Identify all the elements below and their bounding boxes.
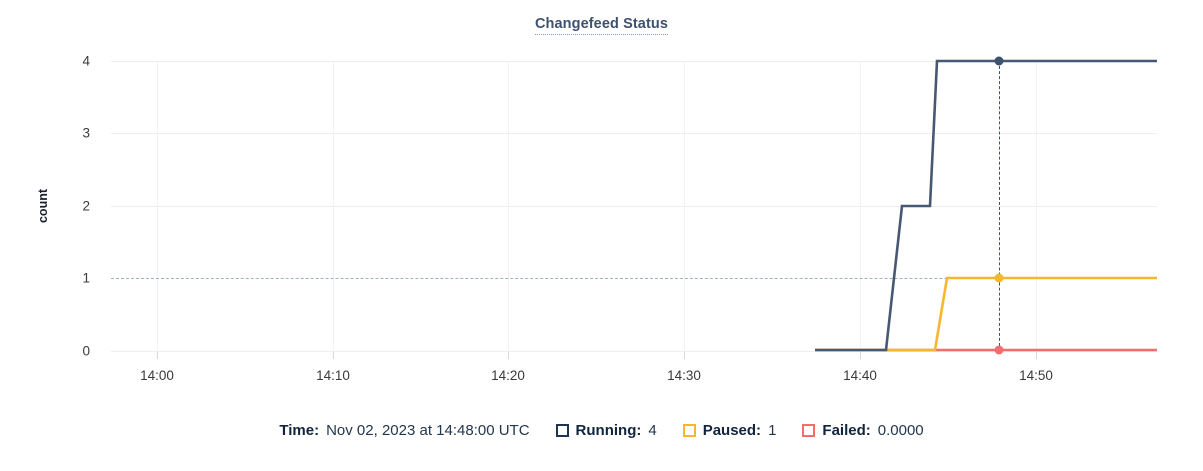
legend-label-failed: Failed: — [822, 422, 871, 439]
x-tick-mark-1450 — [1036, 351, 1037, 359]
y-tick-label-1: 1 — [82, 270, 90, 286]
x-tick-label-1440: 14:40 — [843, 368, 877, 383]
plot-area[interactable] — [111, 56, 1157, 355]
legend-time-value: Nov 02, 2023 at 14:48:00 UTC — [326, 422, 530, 439]
legend-swatch-paused-icon — [682, 424, 696, 437]
legend-time-label: Time: — [279, 422, 320, 439]
gridline-x-1420 — [508, 61, 509, 351]
gridline-x-1450 — [1036, 61, 1037, 351]
legend-label-running: Running: — [575, 422, 642, 439]
legend-item-failed[interactable]: Failed: 0.0000 — [802, 422, 924, 439]
x-tick-mark-1430 — [684, 351, 685, 359]
cursor-point-paused — [994, 273, 1004, 283]
y-tick-label-4: 4 — [82, 53, 90, 69]
x-tick-label-1420: 14:20 — [491, 368, 525, 383]
gridline-y-0 — [111, 351, 1157, 352]
y-tick-label-0: 0 — [82, 343, 90, 359]
series-line-running — [815, 59, 1157, 352]
x-tick-label-1400: 14:00 — [140, 368, 174, 383]
legend-value-paused: 1 — [768, 422, 777, 439]
legend-item-paused[interactable]: Paused: 1 — [682, 422, 777, 439]
chart-legend: Time: Nov 02, 2023 at 14:48:00 UTC Runni… — [0, 422, 1203, 439]
x-tick-label-1430: 14:30 — [667, 368, 701, 383]
legend-value-running: 4 — [648, 422, 657, 439]
x-tick-mark-1420 — [508, 351, 509, 359]
gridline-y-2 — [111, 206, 1157, 207]
legend-item-running[interactable]: Running: 4 — [555, 422, 657, 439]
chart-title: Changefeed Status — [0, 16, 1203, 35]
y-tick-label-2: 2 — [82, 198, 90, 214]
crosshair-horizontal-line — [111, 278, 1157, 279]
x-tick-mark-1400 — [157, 351, 158, 359]
legend-value-failed: 0.0000 — [877, 422, 924, 439]
cursor-point-failed — [994, 345, 1004, 355]
chart-title-text: Changefeed Status — [534, 16, 669, 35]
cursor-points — [994, 56, 1004, 355]
gridline-x-1410 — [333, 61, 334, 351]
gridline-x-1400 — [157, 61, 158, 351]
legend-swatch-running-icon — [555, 424, 569, 437]
legend-label-paused: Paused: — [702, 422, 762, 439]
cursor-point-running — [994, 56, 1004, 66]
x-tick-label-1450: 14:50 — [1019, 368, 1053, 383]
gridline-y-4 — [111, 61, 1157, 62]
x-tick-mark-1440 — [860, 351, 861, 359]
x-tick-mark-1410 — [333, 351, 334, 359]
crosshair-vertical-line — [999, 61, 1000, 351]
gridline-x-1440 — [860, 61, 861, 351]
y-tick-label-3: 3 — [82, 125, 90, 141]
x-tick-label-1410: 14:10 — [316, 368, 350, 383]
legend-time: Time: Nov 02, 2023 at 14:48:00 UTC — [279, 422, 529, 439]
gridline-y-3 — [111, 133, 1157, 134]
gridline-x-1430 — [684, 61, 685, 351]
series-lines — [815, 59, 1157, 352]
legend-swatch-failed-icon — [802, 424, 816, 437]
